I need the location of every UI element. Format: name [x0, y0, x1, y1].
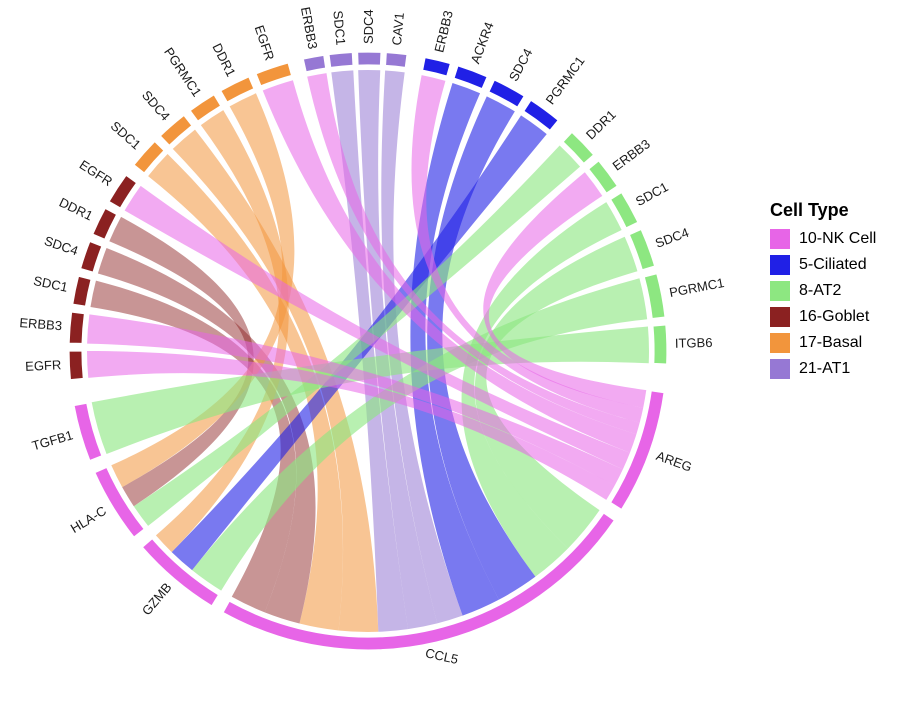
sector-arc-AT2.PGRMC1 [643, 272, 666, 320]
chord-ribbon-AT2.SDC4-NK.CCL5 [474, 236, 638, 549]
sector-arc-BAS.PGRMC1 [189, 93, 222, 122]
chord-ribbon-GOB.SDC4-NK.CCL5 [97, 248, 316, 624]
chord-ribbon-BAS.SDC4-NK.CCL5 [172, 129, 379, 633]
sector-arc-BAS.DDR1 [219, 76, 255, 103]
sector-arc-NK.TGFB1 [73, 402, 103, 462]
legend-label: 17-Basal [799, 334, 863, 351]
chord-ribbon-AT2.SDC1-NK.CCL5 [461, 202, 622, 577]
sector-arc-GOB.EGFR1 [68, 350, 84, 381]
legend-swatch [770, 359, 790, 379]
cell-type-legend: Cell Type 10-NK Cell 5-Ciliated 8-AT2 16-Go… [770, 200, 876, 385]
legend-label: 21-AT1 [799, 360, 851, 377]
chord-ribbon-BAS.SDC1-NK.CCL5 [148, 154, 343, 631]
sector-arc-NK.AREG [609, 390, 665, 511]
chord-ribbon-AT1.CAV1-NK.CCL5 [381, 70, 463, 624]
legend-swatch [770, 281, 790, 301]
sector-arc-CIL.ERBB3 [421, 56, 452, 77]
sector-arc-GOB.SDC1 [71, 275, 92, 307]
sector-arc-NK.HLAC [94, 466, 146, 538]
sector-label-GOB.SDC1: SDC1 [32, 273, 69, 295]
chord-ribbon-GOB.DDR1-NK.HLAC [109, 216, 254, 507]
chord-ribbon-GOB.ERBB3-NK.AREG [87, 314, 623, 486]
chord-ribbon-AT1.SDC1-NK.CCL5 [331, 70, 408, 632]
legend-item-17-basal: 17-Basal [770, 333, 876, 353]
sector-arc-CIL.PGRMC1 [522, 99, 560, 132]
sector-label-AT1.CAV1: CAV1 [389, 12, 407, 46]
sector-arc-BAS.SDC1 [133, 140, 165, 174]
legend-item-16-goblet: 16-Goblet [770, 307, 876, 327]
legend-label: 8-AT2 [799, 282, 842, 299]
sector-label-GOB.EGFR1: EGFR [25, 357, 62, 374]
sector-arc-AT2.ERBB3 [587, 159, 619, 194]
sector-label-NK.CCL5: CCL5 [424, 645, 460, 667]
sector-arc-GOB.EGFR2 [108, 174, 138, 209]
sector-arc-AT1.ERBB3 [302, 54, 327, 73]
sector-arc-AT2.ITGB6 [652, 324, 668, 365]
legend-label: 16-Goblet [799, 308, 870, 325]
sector-label-AT1.SDC1: SDC1 [330, 10, 348, 46]
chord-ribbon-CIL.ERBB3-NK.AREG [411, 75, 644, 423]
legend-item-21-at1: 21-AT1 [770, 359, 876, 379]
chord-ribbon-AT1.SDC4-NK.CCL5 [358, 70, 438, 630]
sector-arc-NK.CCL5 [222, 512, 616, 651]
sector-arc-BAS.SDC4 [159, 114, 193, 147]
legend-item-8-at2: 8-AT2 [770, 281, 876, 301]
sector-label-AT2.ITGB6: ITGB6 [675, 335, 713, 351]
legend-label: 10-NK Cell [799, 230, 877, 247]
legend-swatch [770, 307, 790, 327]
chord-ribbon-BAS.EGFR-NK.AREG [262, 80, 637, 453]
sector-arc-CIL.ACKR4 [453, 65, 489, 90]
legend-label: 5-Ciliated [799, 256, 867, 273]
chord-ribbon-AT2.DDR1-NK.HLAC [133, 145, 581, 526]
sector-arc-BAS.EGFR [255, 62, 293, 87]
sector-arc-GOB.ERBB3 [68, 311, 86, 345]
chord-ribbon-GOB.EGFR1-NK.AREG [87, 351, 615, 500]
legend-item-5-ciliated: 5-Ciliated [770, 255, 876, 275]
sector-arc-AT2.DDR1 [562, 131, 595, 165]
legend-items: 10-NK Cell 5-Ciliated 8-AT2 16-Goblet 17-Bas… [770, 229, 876, 379]
legend-swatch [770, 229, 790, 249]
legend-item-10-nk-cell: 10-NK Cell [770, 229, 876, 249]
chord-ribbon-CIL.ACKR4-NK.CCL5 [410, 83, 499, 616]
sector-arc-NK.GZMB [141, 537, 220, 607]
sector-arc-AT2.SDC1 [609, 191, 639, 229]
sector-label-GOB.ERBB3: ERBB3 [19, 315, 63, 333]
chord-ribbon-AT2.PGRMC1-NK.GZMB [192, 278, 648, 591]
legend-title: Cell Type [770, 200, 849, 220]
chord-ribbon-GOB.EGFR2-NK.AREG [124, 185, 630, 470]
sector-arc-AT2.SDC4 [628, 228, 656, 271]
sector-arc-GOB.SDC4 [79, 240, 103, 273]
legend-swatch [770, 333, 790, 353]
sector-arc-CIL.SDC4 [488, 79, 526, 108]
sector-label-AT1.SDC4: SDC4 [361, 9, 376, 44]
sector-arc-AT1.SDC1 [328, 51, 354, 69]
sector-arc-GOB.DDR1 [91, 207, 118, 241]
sector-arc-AT1.SDC4 [356, 51, 382, 66]
chord-ribbon-AT2.ERBB3-NK.AREG [483, 172, 647, 408]
sector-arc-AT1.CAV1 [384, 51, 408, 69]
legend-swatch [770, 255, 790, 275]
